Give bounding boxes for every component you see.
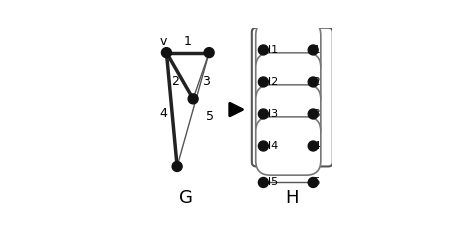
Text: 1: 1: [184, 35, 191, 49]
Circle shape: [258, 77, 268, 87]
FancyBboxPatch shape: [256, 85, 321, 143]
Text: l3: l3: [268, 109, 278, 119]
Text: r1: r1: [309, 45, 320, 55]
Text: H: H: [285, 189, 299, 207]
Circle shape: [258, 141, 268, 151]
FancyBboxPatch shape: [256, 21, 321, 79]
Text: v: v: [159, 35, 166, 48]
Text: l1: l1: [268, 45, 278, 55]
Circle shape: [308, 77, 318, 87]
Text: l2: l2: [268, 77, 278, 87]
Text: r4: r4: [309, 141, 320, 151]
Text: 2: 2: [172, 75, 179, 88]
Text: l5: l5: [268, 177, 278, 188]
Circle shape: [258, 45, 268, 55]
Circle shape: [258, 177, 268, 187]
FancyBboxPatch shape: [252, 28, 333, 167]
Text: l4: l4: [268, 141, 278, 151]
Text: r3: r3: [309, 109, 320, 119]
Circle shape: [258, 109, 268, 119]
Circle shape: [308, 109, 318, 119]
Circle shape: [308, 141, 318, 151]
FancyBboxPatch shape: [256, 53, 321, 111]
Text: 4: 4: [160, 106, 168, 120]
Text: r5: r5: [309, 177, 320, 188]
Text: 3: 3: [202, 75, 210, 88]
Circle shape: [188, 94, 198, 104]
FancyBboxPatch shape: [256, 117, 321, 175]
Circle shape: [308, 45, 318, 55]
Circle shape: [162, 48, 172, 58]
Text: G: G: [179, 189, 193, 207]
Text: r2: r2: [309, 77, 320, 87]
Circle shape: [172, 161, 182, 171]
Circle shape: [204, 48, 214, 58]
Circle shape: [308, 177, 318, 187]
Text: 5: 5: [206, 110, 214, 123]
